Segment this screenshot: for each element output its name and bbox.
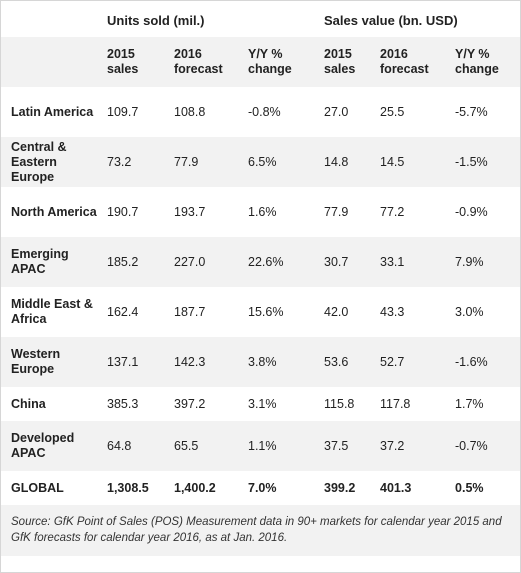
value-2016-cell: 52.7 — [370, 337, 446, 387]
region-cell: Latin America — [11, 104, 94, 119]
units-yy-cell: 1.6% — [248, 204, 277, 219]
global-value-yy: 0.5% — [445, 471, 521, 505]
units-2015-cell: 109.7 — [107, 104, 139, 119]
units-yy-cell: -0.8% — [248, 104, 281, 119]
table-row: Emerging APAC 185.2 227.0 22.6% 30.7 33.… — [1, 237, 521, 287]
value-yy-cell: -1.6% — [445, 337, 521, 387]
global-total-row: GLOBAL 1,308.5 1,400.2 7.0% 399.2 401.3 … — [1, 471, 521, 505]
units-yy-cell: 22.6% — [238, 237, 315, 287]
value-2015-cell: 27.0 — [324, 104, 349, 119]
value-yy-cell: 1.7% — [455, 396, 484, 411]
global-units-2016: 1,400.2 — [164, 471, 238, 505]
value-2015-cell: 14.8 — [314, 137, 371, 187]
region-cell: Middle East & Africa — [11, 297, 93, 326]
source-note: Source: GfK Point of Sales (POS) Measure… — [1, 505, 521, 556]
value-2016-cell: 43.3 — [380, 304, 405, 319]
global-units-2015: 1,308.5 — [97, 471, 164, 505]
table-row: Latin America 109.7 108.8 -0.8% 27.0 25.… — [1, 87, 520, 137]
units-2015-cell: 162.4 — [107, 304, 139, 319]
units-2016-cell: 187.7 — [174, 304, 206, 319]
empty-corner-cell — [1, 1, 97, 37]
col-value-2016: 2016 forecast — [370, 37, 446, 87]
global-value-2015: 399.2 — [314, 471, 371, 505]
table-row: Middle East & Africa 162.4 187.7 15.6% 4… — [1, 287, 520, 337]
units-2015-cell: 185.2 — [97, 237, 164, 287]
col-value-yy: Y/Y % change — [445, 37, 521, 87]
value-2016-cell: 117.8 — [380, 396, 411, 411]
units-2016-cell: 397.2 — [174, 396, 206, 411]
value-yy-cell: 3.0% — [455, 304, 484, 319]
table-row: Developed APAC 64.8 65.5 1.1% 37.5 37.2 … — [1, 421, 521, 471]
value-2015-cell: 37.5 — [314, 421, 371, 471]
table-row: China 385.3 397.2 3.1% 115.8 117.8 1.7% — [1, 387, 520, 421]
units-yy-cell: 1.1% — [238, 421, 315, 471]
units-sold-header: Units sold (mil.) — [107, 12, 205, 28]
sales-table: Units sold (mil.) Sales value (bn. USD) … — [1, 1, 521, 556]
units-2015-cell: 190.7 — [107, 204, 139, 219]
units-yy-cell: 3.1% — [248, 396, 277, 411]
col-units-yy: Y/Y % change — [238, 37, 315, 87]
units-yy-cell: 6.5% — [238, 137, 315, 187]
global-label: GLOBAL — [1, 471, 97, 505]
units-2016-cell: 227.0 — [164, 237, 238, 287]
value-yy-cell: -0.7% — [445, 421, 521, 471]
units-2016-cell: 108.8 — [174, 104, 206, 119]
units-2015-cell: 73.2 — [97, 137, 164, 187]
units-2015-cell: 137.1 — [97, 337, 164, 387]
units-2016-cell: 65.5 — [164, 421, 238, 471]
value-2015-cell: 77.9 — [324, 204, 349, 219]
region-cell: Developed APAC — [1, 421, 97, 471]
value-yy-cell: 7.9% — [445, 237, 521, 287]
units-2015-cell: 64.8 — [97, 421, 164, 471]
units-2016-cell: 142.3 — [164, 337, 238, 387]
region-cell: Central & Eastern Europe — [1, 137, 97, 187]
units-yy-cell: 3.8% — [238, 337, 315, 387]
value-2016-cell: 25.5 — [380, 104, 405, 119]
col-value-2015: 2015 sales — [314, 37, 371, 87]
col-units-2016: 2016 forecast — [164, 37, 238, 87]
source-note-row: Source: GfK Point of Sales (POS) Measure… — [1, 505, 521, 556]
group-header-row: Units sold (mil.) Sales value (bn. USD) — [1, 1, 520, 37]
region-cell: Emerging APAC — [1, 237, 97, 287]
value-yy-cell: -5.7% — [455, 104, 488, 119]
col-units-2015: 2015 sales — [97, 37, 164, 87]
units-yy-cell: 15.6% — [248, 304, 284, 319]
region-cell: Western Europe — [1, 337, 97, 387]
region-cell: North America — [11, 204, 97, 219]
column-header-row: 2015 sales 2016 forecast Y/Y % change 20… — [1, 37, 521, 87]
empty-region-header — [1, 37, 97, 87]
units-2015-cell: 385.3 — [107, 396, 139, 411]
global-units-yy: 7.0% — [238, 471, 315, 505]
value-2015-cell: 42.0 — [324, 304, 349, 319]
table-row: Western Europe 137.1 142.3 3.8% 53.6 52.… — [1, 337, 521, 387]
value-2016-cell: 33.1 — [370, 237, 446, 287]
value-2015-cell: 30.7 — [314, 237, 371, 287]
value-2016-cell: 37.2 — [370, 421, 446, 471]
table-row: Central & Eastern Europe 73.2 77.9 6.5% … — [1, 137, 521, 187]
table-row: North America 190.7 193.7 1.6% 77.9 77.2… — [1, 187, 520, 237]
value-2015-cell: 53.6 — [314, 337, 371, 387]
value-2016-cell: 14.5 — [370, 137, 446, 187]
value-2015-cell: 115.8 — [324, 396, 355, 411]
value-yy-cell: -1.5% — [445, 137, 521, 187]
region-cell: China — [11, 396, 46, 411]
value-2016-cell: 77.2 — [380, 204, 405, 219]
value-yy-cell: -0.9% — [455, 204, 488, 219]
units-2016-cell: 77.9 — [164, 137, 238, 187]
sales-value-header: Sales value (bn. USD) — [324, 12, 458, 28]
units-2016-cell: 193.7 — [174, 204, 206, 219]
global-value-2016: 401.3 — [370, 471, 446, 505]
